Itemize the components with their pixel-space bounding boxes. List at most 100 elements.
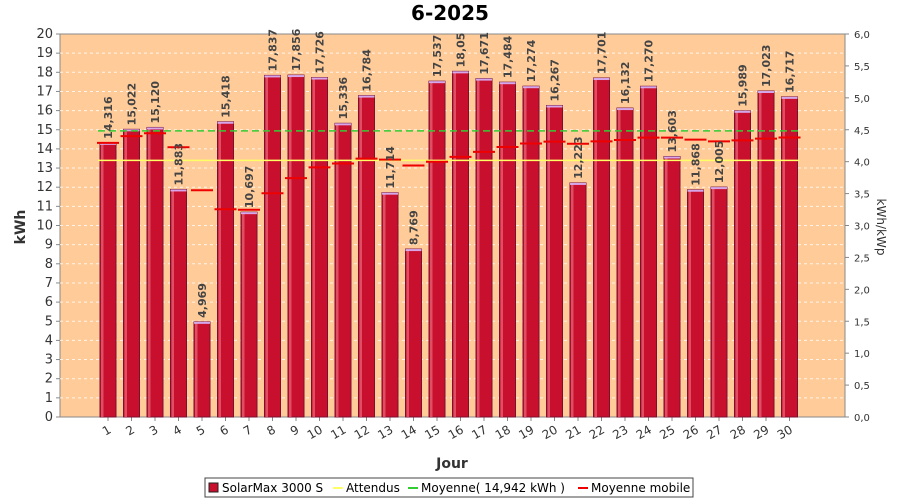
bar-value-label: 17,484 [502,35,515,78]
bar-value-label: 17,270 [643,39,656,82]
x-tick-label: 16 [446,422,466,442]
bar-value-label: 16,267 [549,59,562,101]
x-tick-label: 14 [399,422,419,442]
y-tick-label: 12 [36,180,53,195]
bar-value-label: 15,336 [337,77,350,120]
y2-tick-label: 5,0 [854,94,870,105]
bar-highlight [312,78,315,418]
bar-highlight [759,92,762,417]
bar-top [546,105,563,108]
bar-top [429,81,445,84]
bar-top [241,212,257,215]
bar-highlight [218,122,221,417]
bar-highlight [336,124,339,417]
bar-value-label: 13,603 [666,110,679,152]
bar-value-label: 11,883 [173,143,186,185]
bar-value-label: 10,697 [243,166,256,208]
bar-highlight [594,79,597,417]
bar-highlight [383,193,386,417]
bar-value-label: 17,856 [290,28,303,71]
bar-value-label: 17,671 [478,32,491,74]
bar-value-label: 14,316 [102,96,115,139]
y-tick-label: 5 [45,314,53,329]
bar-value-label: 11,714 [384,146,397,189]
x-tick-label: 12 [352,422,372,442]
bar-top [194,321,210,324]
bar-highlight [571,183,574,417]
y-tick-label: 7 [45,276,53,291]
x-tick-label: 24 [634,422,654,442]
bar-highlight [430,82,433,418]
x-tick-label: 11 [328,422,348,442]
legend-label: Moyenne mobile [591,481,690,495]
y-tick-label: 13 [36,161,53,176]
bar-value-label: 16,784 [361,49,374,92]
bar-value-label: 17,537 [431,35,444,77]
bar-value-label: 15,989 [737,64,750,106]
bar-value-label: 17,023 [760,45,773,87]
y2-tick-label: 2,5 [854,253,870,264]
bar-value-label: 17,837 [267,29,280,71]
y-tick-label: 16 [36,104,53,119]
bar-top [640,86,657,89]
y2-tick-label: 0,0 [854,413,870,424]
legend-swatch-bar [208,482,219,493]
bar-value-label: 17,726 [314,31,327,74]
bar-top [147,127,163,130]
bar-highlight [195,322,198,417]
y2-tick-label: 0,5 [854,381,870,392]
x-tick-label: 29 [751,422,771,442]
y-tick-label: 15 [36,123,53,138]
legend-label: SolarMax 3000 S [222,481,323,495]
bar-highlight [735,111,738,417]
bar-top [570,182,586,185]
legend-box [204,477,694,498]
y-tick-label: 9 [45,238,53,253]
y-tick-label: 17 [36,84,53,99]
y-tick-label: 20 [36,27,53,42]
y-tick-label: 6 [45,295,53,310]
bar-top [405,249,422,252]
bar-value-label: 12,223 [572,136,585,178]
x-tick-label: 30 [775,422,795,442]
bar-highlight [453,72,456,417]
bar-top [476,78,492,81]
bar-highlight [712,188,715,417]
bar-highlight [242,213,245,417]
y-tick-label: 10 [36,219,53,234]
y2-tick-label: 5,5 [854,62,870,73]
chart-title: 6-2025 [411,1,489,25]
x-tick-label: 17 [469,422,489,442]
bar-top [335,123,351,126]
bar-highlight [406,250,409,417]
bar-value-label: 8,769 [408,210,421,245]
x-tick-label: 15 [422,422,442,442]
y2-tick-label: 4,5 [854,126,870,137]
x-axis-title: Jour [435,456,468,472]
bar-highlight [500,83,503,417]
y2-tick-label: 3,5 [854,190,870,201]
y2-tick-label: 6,0 [854,30,870,41]
x-tick-label: 20 [540,422,560,442]
bar-highlight [289,76,292,417]
bar-top [452,71,469,74]
bar-top [593,78,610,81]
bar-value-label: 11,868 [690,143,703,185]
bar-highlight [641,87,644,417]
bar-top [499,82,516,85]
bar-top [264,75,281,78]
bar-top [217,121,234,124]
bar-highlight [101,143,104,417]
y2-tick-label: 2,0 [854,285,870,296]
bar-top [664,156,680,159]
y-tick-label: 14 [36,142,53,157]
bar-highlight [359,96,362,418]
y-tick-label: 19 [36,46,53,61]
x-tick-label: 18 [493,422,513,442]
y-tick-label: 4 [45,333,53,348]
bar-highlight [547,106,550,418]
bar-top [311,77,328,80]
bar-value-label: 17,701 [596,32,609,74]
x-tick-label: 19 [516,422,536,442]
bar-value-label: 12,005 [713,141,726,183]
